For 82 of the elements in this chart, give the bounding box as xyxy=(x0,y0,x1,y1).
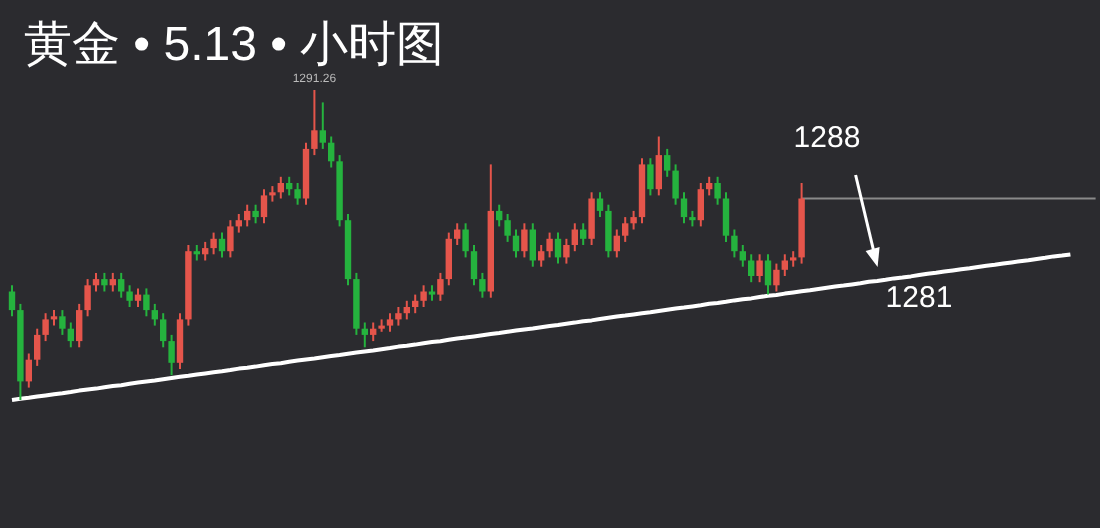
candlestick xyxy=(714,175,721,206)
candlestick xyxy=(118,271,125,299)
candlestick xyxy=(42,312,49,343)
candlestick xyxy=(134,287,142,308)
candlestick xyxy=(328,135,335,169)
candlestick xyxy=(67,321,74,349)
chart-title: 黄金 • 5.13 • 小时图 xyxy=(24,18,445,72)
candlestick xyxy=(588,191,595,246)
candlestick xyxy=(697,182,704,228)
candlestick xyxy=(647,157,654,197)
candlestick xyxy=(286,175,293,197)
candlestick xyxy=(76,302,83,349)
candlestick xyxy=(512,228,520,259)
candlestick xyxy=(546,231,553,259)
candlestick xyxy=(386,312,394,333)
candlestick xyxy=(672,163,679,206)
candlestick xyxy=(143,287,150,318)
candlestick xyxy=(25,352,32,389)
candlestick xyxy=(781,253,788,277)
candlestick xyxy=(92,271,100,293)
candlestick xyxy=(554,231,562,265)
candlestick xyxy=(59,309,66,336)
candlestick xyxy=(311,89,318,157)
candlestick xyxy=(680,191,688,225)
candlestick xyxy=(504,213,511,243)
annotation: 1288 xyxy=(793,121,861,155)
candlestick xyxy=(252,203,259,225)
candlestick xyxy=(395,306,402,327)
candlestick xyxy=(764,253,772,296)
candlestick xyxy=(235,213,242,234)
candlestick xyxy=(420,284,427,308)
candlestick xyxy=(571,222,578,253)
candlestick xyxy=(109,271,116,293)
candlestick xyxy=(277,175,284,200)
candlestick xyxy=(126,284,133,308)
candlestick xyxy=(176,312,184,370)
candlestick xyxy=(370,321,377,343)
candlestick xyxy=(596,191,604,219)
candlestick xyxy=(496,203,503,228)
candlestick xyxy=(361,321,368,349)
candlestick xyxy=(605,203,612,259)
candlestick xyxy=(210,231,217,256)
candlestick xyxy=(294,182,301,206)
candlestick xyxy=(630,209,637,231)
candlestick xyxy=(34,327,41,367)
candlestick xyxy=(739,244,746,268)
candlestick xyxy=(454,222,461,246)
candlestick xyxy=(218,231,226,259)
candlestick xyxy=(319,101,326,150)
candlestick xyxy=(731,228,738,259)
candlestick xyxy=(479,271,486,299)
candlestick xyxy=(756,253,763,284)
candlestick xyxy=(664,147,671,178)
candlestick xyxy=(748,253,755,284)
candlestick xyxy=(412,293,419,315)
candlestick xyxy=(202,240,209,262)
annotation: 1281 xyxy=(885,281,953,315)
candlestick xyxy=(563,237,570,265)
candlestick xyxy=(151,302,158,327)
candlestick xyxy=(437,271,444,302)
candlestick xyxy=(529,222,536,268)
candlestick xyxy=(622,216,629,243)
candlestick xyxy=(244,203,251,228)
candlestick xyxy=(462,222,469,259)
candlestick xyxy=(655,135,662,197)
candlestick xyxy=(706,175,713,197)
candlestick xyxy=(470,244,478,287)
candlestick xyxy=(227,219,234,259)
candlestick xyxy=(160,312,167,349)
candlestick xyxy=(580,222,587,246)
candlestick xyxy=(445,231,452,287)
candlestick xyxy=(521,222,528,259)
candlestick xyxy=(403,299,410,321)
candlestick xyxy=(84,278,91,318)
candlestick xyxy=(613,228,620,259)
candlestick xyxy=(8,284,16,318)
candlestick xyxy=(722,191,730,243)
candlestick xyxy=(773,262,780,293)
candlestick xyxy=(538,244,545,268)
candlestick xyxy=(101,271,108,293)
candlestick xyxy=(260,188,268,225)
candlestick xyxy=(168,333,175,377)
